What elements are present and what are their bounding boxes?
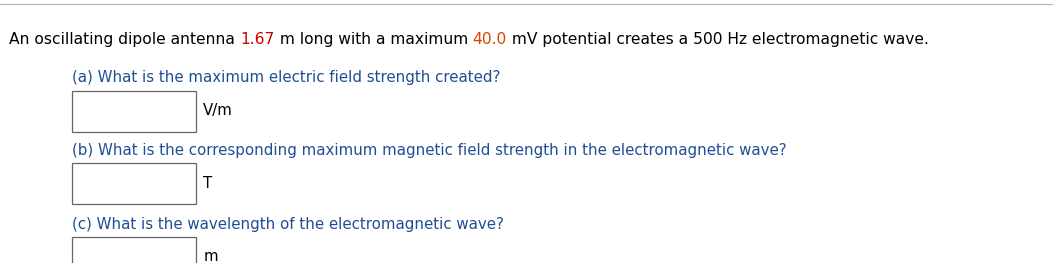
FancyBboxPatch shape (72, 91, 196, 132)
Text: An oscillating dipole antenna: An oscillating dipole antenna (9, 32, 240, 47)
FancyBboxPatch shape (72, 163, 196, 204)
Text: mV potential creates a 500 Hz electromagnetic wave.: mV potential creates a 500 Hz electromag… (506, 32, 929, 47)
Text: m long with a maximum: m long with a maximum (275, 32, 473, 47)
Text: 40.0: 40.0 (473, 32, 506, 47)
FancyBboxPatch shape (72, 237, 196, 263)
Text: (a) What is the maximum electric field strength created?: (a) What is the maximum electric field s… (72, 70, 500, 85)
Text: T: T (203, 176, 213, 191)
Text: 1.67: 1.67 (240, 32, 275, 47)
Text: (b) What is the corresponding maximum magnetic field strength in the electromagn: (b) What is the corresponding maximum ma… (72, 143, 787, 158)
Text: (c) What is the wavelength of the electromagnetic wave?: (c) What is the wavelength of the electr… (72, 217, 503, 232)
Text: V/m: V/m (203, 103, 233, 119)
Text: m: m (203, 249, 218, 263)
